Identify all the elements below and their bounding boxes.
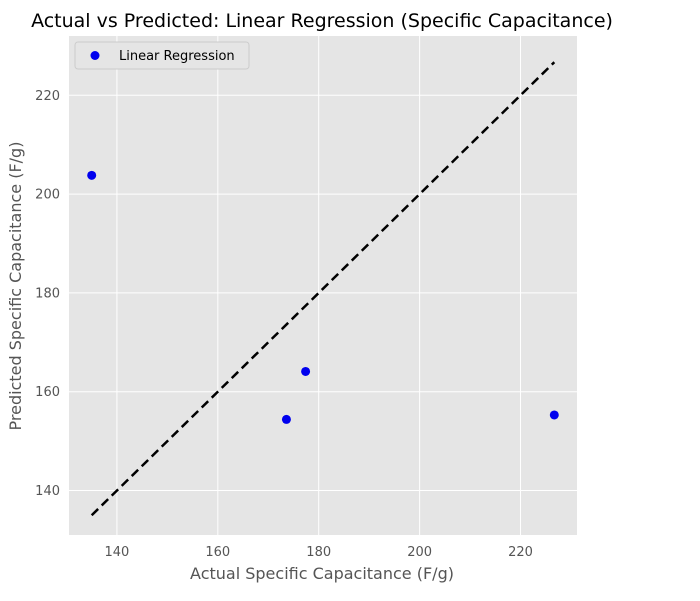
x-tick-label: 200 bbox=[407, 545, 432, 560]
x-tick-labels: 140 160 180 200 220 bbox=[105, 545, 533, 560]
data-point bbox=[301, 366, 311, 376]
data-points bbox=[87, 170, 559, 424]
y-tick-labels: 140 160 180 200 220 bbox=[35, 89, 60, 499]
x-tick-label: 160 bbox=[205, 545, 230, 560]
grid bbox=[69, 36, 577, 535]
data-point bbox=[281, 414, 291, 424]
legend-label: Linear Regression bbox=[119, 49, 235, 64]
legend-box bbox=[74, 41, 250, 70]
data-point bbox=[87, 170, 97, 180]
y-tick-label: 160 bbox=[35, 385, 60, 400]
x-tick-label: 140 bbox=[105, 545, 130, 560]
x-tick-label: 220 bbox=[508, 545, 533, 560]
legend: Linear Regression bbox=[74, 41, 250, 70]
y-axis-label: Predicted Specific Capacitance (F/g) bbox=[6, 142, 25, 431]
chart-title: Actual vs Predicted: Linear Regression (… bbox=[31, 10, 613, 32]
x-axis-label: Actual Specific Capacitance (F/g) bbox=[190, 564, 454, 583]
y-tick-label: 200 bbox=[35, 188, 60, 203]
y-tick-label: 180 bbox=[35, 286, 60, 301]
reference-line-group bbox=[90, 61, 556, 517]
data-point bbox=[549, 410, 559, 420]
y-tick-label: 140 bbox=[35, 484, 60, 499]
plot-area bbox=[69, 36, 577, 535]
y-tick-label: 220 bbox=[35, 89, 60, 104]
ideal-fit-line bbox=[90, 61, 556, 517]
legend-marker bbox=[90, 51, 100, 60]
x-tick-label: 180 bbox=[306, 545, 331, 560]
